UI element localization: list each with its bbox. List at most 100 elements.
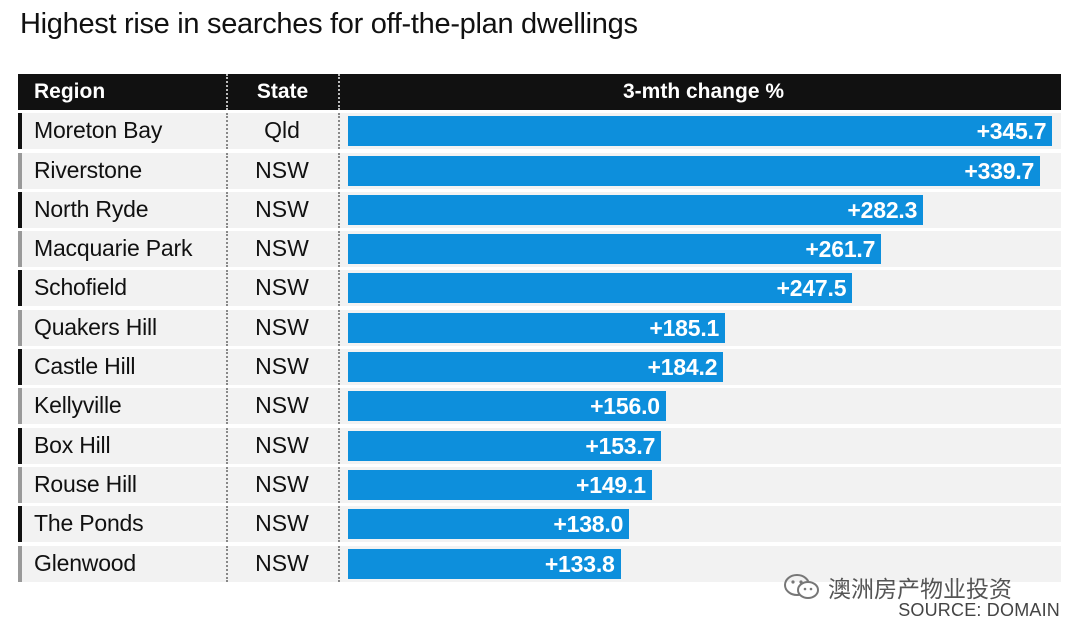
column-divider [226, 466, 228, 503]
region-label: The Ponds [34, 510, 144, 537]
table-row: Schofield NSW +247.5 [18, 270, 1061, 307]
table-row: Kellyville NSW +156.0 [18, 388, 1061, 425]
data-label: +247.5 [776, 275, 847, 302]
header-region: Region [34, 80, 106, 103]
state-label: NSW [255, 470, 309, 497]
row-marker [18, 506, 22, 543]
bar-track: +133.8 [348, 548, 1058, 579]
region-label: Castle Hill [34, 353, 136, 380]
column-divider [338, 270, 340, 307]
column-divider [338, 466, 340, 503]
watermark-text: 澳洲房产物业投资 [828, 576, 1012, 602]
region-label: Kellyville [34, 392, 122, 419]
column-divider [338, 74, 340, 110]
state-label: NSW [255, 353, 309, 380]
state-label: NSW [255, 392, 309, 419]
header-state: State [256, 80, 309, 103]
data-label: +184.2 [647, 354, 718, 381]
column-divider [338, 545, 340, 582]
row-marker [18, 270, 22, 307]
table-row: Glenwood NSW +133.8 [18, 545, 1061, 582]
bar-track: +184.2 [348, 352, 1058, 383]
column-divider [338, 113, 340, 150]
state-label: NSW [255, 235, 309, 262]
state-label: Qld [264, 117, 300, 144]
column-divider [338, 309, 340, 346]
column-divider [226, 191, 228, 228]
bar-track: +345.7 [348, 116, 1058, 147]
region-label: Rouse Hill [34, 470, 137, 497]
bar: +185.1 [348, 312, 726, 343]
bar: +261.7 [348, 234, 882, 265]
column-divider [338, 349, 340, 386]
column-divider [338, 191, 340, 228]
table-row: Quakers Hill NSW +185.1 [18, 309, 1061, 346]
bar-track: +156.0 [348, 391, 1058, 422]
state-label: NSW [255, 274, 309, 301]
chart-title: Highest rise in searches for off-the-pla… [20, 8, 638, 40]
table-row: Box Hill NSW +153.7 [18, 427, 1061, 464]
bar-track: +339.7 [348, 155, 1058, 186]
data-label: +261.7 [805, 236, 876, 263]
state-label: NSW [255, 549, 309, 576]
bar: +156.0 [348, 391, 666, 422]
bar-track: +282.3 [348, 194, 1058, 225]
column-divider [226, 309, 228, 346]
region-label: Quakers Hill [34, 313, 157, 340]
row-marker [18, 191, 22, 228]
source-note: SOURCE: DOMAIN [898, 600, 1060, 620]
bar: +339.7 [348, 155, 1041, 186]
row-marker [18, 113, 22, 150]
row-marker [18, 388, 22, 425]
bar: +149.1 [348, 469, 652, 500]
row-marker [18, 152, 22, 189]
region-label: Glenwood [34, 549, 136, 576]
table-row: Moreton Bay Qld +345.7 [18, 113, 1061, 150]
table-header: Region State 3-mth change % [18, 74, 1061, 110]
column-divider [226, 388, 228, 425]
column-divider [226, 152, 228, 189]
bar-track: +138.0 [348, 509, 1058, 540]
data-label: +138.0 [553, 511, 624, 538]
column-divider [226, 113, 228, 150]
column-divider [226, 349, 228, 386]
data-label: +185.1 [649, 314, 720, 341]
table-row: Castle Hill NSW +184.2 [18, 349, 1061, 386]
data-label: +339.7 [964, 157, 1035, 184]
row-marker [18, 231, 22, 268]
data-label: +149.1 [576, 471, 646, 498]
row-marker [18, 466, 22, 503]
state-label: NSW [255, 510, 309, 537]
row-marker [18, 309, 22, 346]
column-divider [226, 506, 228, 543]
table-row: Macquarie Park NSW +261.7 [18, 231, 1061, 268]
data-label: +153.7 [585, 432, 656, 459]
column-divider [226, 270, 228, 307]
bar: +153.7 [348, 430, 662, 461]
bar: +282.3 [348, 194, 924, 225]
bar-track: +153.7 [348, 430, 1058, 461]
region-label: Macquarie Park [34, 235, 193, 262]
column-divider [226, 427, 228, 464]
data-label: +133.8 [544, 550, 615, 577]
bar: +247.5 [348, 273, 853, 304]
watermark: 澳洲房产物业投资 [782, 572, 1012, 602]
region-label: Box Hill [34, 431, 111, 458]
column-divider [338, 231, 340, 268]
state-label: NSW [255, 195, 309, 222]
data-label: +156.0 [590, 393, 660, 420]
table-row: The Ponds NSW +138.0 [18, 506, 1061, 543]
header-change: 3-mth change % [622, 80, 785, 103]
bar: +184.2 [348, 352, 724, 383]
column-divider [226, 545, 228, 582]
bar: +133.8 [348, 548, 621, 579]
bar: +138.0 [348, 509, 630, 540]
column-divider [226, 231, 228, 268]
row-marker [18, 427, 22, 464]
bar-track: +261.7 [348, 234, 1058, 265]
row-marker [18, 349, 22, 386]
wechat-icon [784, 574, 819, 599]
data-label: +345.7 [976, 118, 1047, 145]
column-divider [226, 74, 228, 110]
table-rows: Moreton Bay Qld +345.7 Riverstone NSW +339.7 N… [18, 113, 1061, 582]
